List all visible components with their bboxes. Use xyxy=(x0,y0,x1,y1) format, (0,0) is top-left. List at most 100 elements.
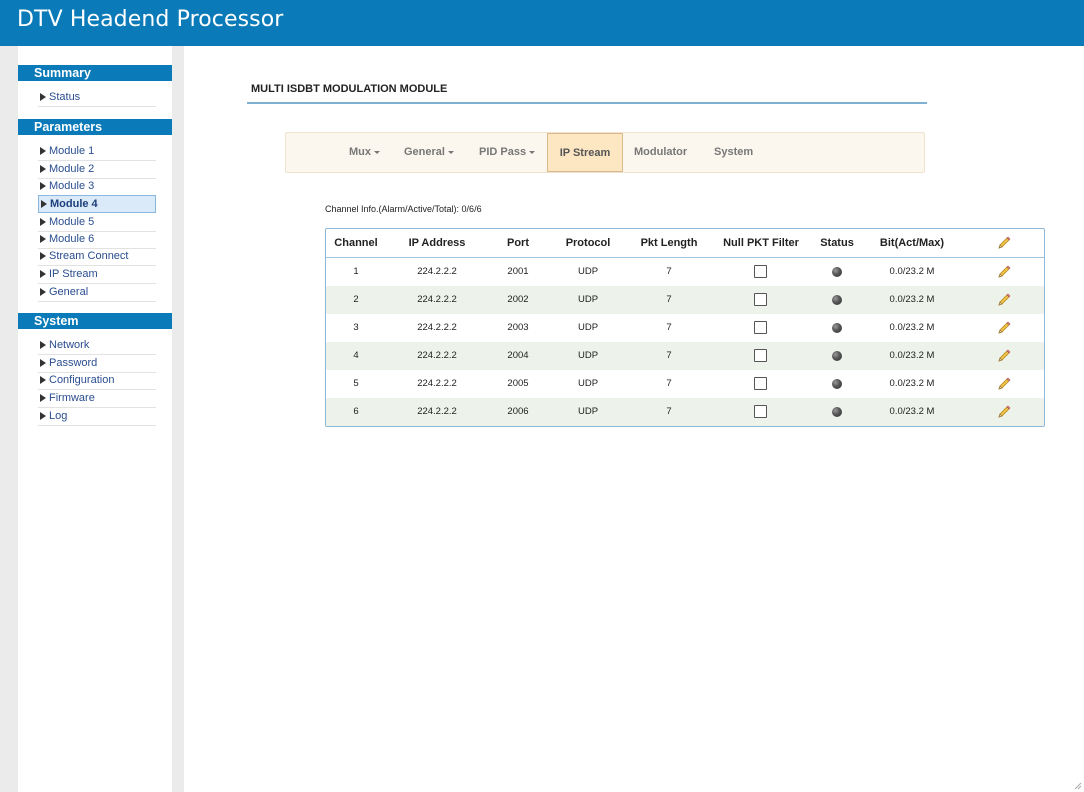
table-row: 5 224.2.2.2 2005 UDP 7 0.0/23.2 M xyxy=(326,370,1044,398)
edit-pencil-icon[interactable] xyxy=(997,321,1011,335)
sidebar-item-label: Password xyxy=(49,357,98,369)
sidebar-item-label: Firmware xyxy=(49,392,95,404)
app-title: DTV Headend Processor xyxy=(17,7,284,32)
cell-ip: 224.2.2.2 xyxy=(417,322,457,333)
cell-bit: 0.0/23.2 M xyxy=(889,406,935,417)
tab-label: Modulator xyxy=(634,146,688,158)
edit-pencil-icon[interactable] xyxy=(997,265,1011,279)
tab-label: Mux xyxy=(349,146,371,158)
tab-pid-pass[interactable]: PID Pass xyxy=(479,133,536,172)
edit-pencil-icon[interactable] xyxy=(997,377,1011,391)
sidebar-item-label: Module 3 xyxy=(49,180,95,192)
title-divider xyxy=(247,102,927,104)
cell-bit: 0.0/23.2 M xyxy=(889,322,935,333)
cell-pkt-length: 7 xyxy=(666,294,672,305)
tab-modulator[interactable]: Modulator xyxy=(634,133,687,172)
sidebar-item-module-6[interactable]: Module 6 xyxy=(38,231,156,249)
triangle-right-icon xyxy=(40,93,46,101)
col-channel-header: Channel xyxy=(334,237,378,249)
edit-pencil-icon[interactable] xyxy=(997,293,1011,307)
cell-channel: 6 xyxy=(353,406,359,417)
pencil-icon[interactable] xyxy=(997,236,1011,250)
null-pkt-filter-checkbox[interactable] xyxy=(754,293,767,306)
cell-protocol: UDP xyxy=(577,378,599,389)
status-indicator-icon xyxy=(832,407,842,417)
table-header-row: Channel IP Address Port Protocol Pkt Length N… xyxy=(326,229,1044,258)
table-row: 2 224.2.2.2 2002 UDP 7 0.0/23.2 M xyxy=(326,286,1044,314)
cell-bit: 0.0/23.2 M xyxy=(889,294,935,305)
sidebar-item-status[interactable]: Status xyxy=(38,89,156,107)
null-pkt-filter-checkbox[interactable] xyxy=(754,265,767,278)
tab-label: System xyxy=(714,146,754,158)
col-null-pkt-filter-header: Null PKT Filter xyxy=(723,237,799,249)
sidebar-item-general[interactable]: General xyxy=(38,284,156,302)
sidebar-item-label: Stream Connect xyxy=(49,250,129,262)
triangle-right-icon xyxy=(40,182,46,190)
caret-down-icon xyxy=(529,150,536,154)
sidebar: Summary Status Parameters Module 1 Module 2 M… xyxy=(18,46,172,792)
status-indicator-icon xyxy=(832,351,842,361)
col-ip-address-header: IP Address xyxy=(408,237,466,249)
edit-pencil-icon[interactable] xyxy=(997,349,1011,363)
cell-pkt-length: 7 xyxy=(666,266,672,277)
triangle-right-icon xyxy=(40,341,46,349)
cell-pkt-length: 7 xyxy=(666,350,672,361)
tab-mux[interactable]: Mux xyxy=(349,133,380,172)
sidebar-item-module-1[interactable]: Module 1 xyxy=(38,143,156,161)
sidebar-item-label: Module 4 xyxy=(50,198,98,210)
cell-bit: 0.0/23.2 M xyxy=(889,350,935,361)
table-row: 6 224.2.2.2 2006 UDP 7 0.0/23.2 M xyxy=(326,398,1044,426)
cell-protocol: UDP xyxy=(577,294,599,305)
null-pkt-filter-checkbox[interactable] xyxy=(754,349,767,362)
tab-general[interactable]: General xyxy=(404,133,454,172)
triangle-right-icon xyxy=(40,165,46,173)
col-protocol-header: Protocol xyxy=(565,237,611,249)
null-pkt-filter-checkbox[interactable] xyxy=(754,405,767,418)
cell-protocol: UDP xyxy=(577,406,599,417)
table-row: 1 224.2.2.2 2001 UDP 7 0.0/23.2 M xyxy=(326,258,1044,286)
sidebar-item-module-5[interactable]: Module 5 xyxy=(38,214,156,232)
sidebar-item-label: Status xyxy=(49,91,81,103)
status-indicator-icon xyxy=(832,295,842,305)
cell-pkt-length: 7 xyxy=(666,378,672,389)
sidebar-item-stream-connect[interactable]: Stream Connect xyxy=(38,248,156,266)
col-bit-header: Bit(Act/Max) xyxy=(879,237,945,249)
cell-protocol: UDP xyxy=(577,266,599,277)
tab-system[interactable]: System xyxy=(714,133,753,172)
cell-channel: 5 xyxy=(353,378,359,389)
cell-channel: 4 xyxy=(353,350,359,361)
sidebar-item-module-3[interactable]: Module 3 xyxy=(38,178,156,196)
null-pkt-filter-checkbox[interactable] xyxy=(754,377,767,390)
sidebar-item-configuration[interactable]: Configuration xyxy=(38,372,156,390)
sidebar-section-parameters: Parameters xyxy=(18,119,172,135)
sidebar-item-firmware[interactable]: Firmware xyxy=(38,390,156,408)
cell-port: 2006 xyxy=(507,406,529,417)
sidebar-item-log[interactable]: Log xyxy=(38,408,156,426)
tab-label: General xyxy=(404,146,445,158)
sidebar-item-module-2[interactable]: Module 2 xyxy=(38,161,156,179)
sidebar-item-module-4[interactable]: Module 4 xyxy=(38,195,156,213)
triangle-right-icon xyxy=(40,394,46,402)
tab-bar: Mux General PID Pass IP Stream Modulator Syst… xyxy=(285,132,925,173)
sidebar-item-network[interactable]: Network xyxy=(38,337,156,355)
tab-ip-stream[interactable]: IP Stream xyxy=(547,133,623,172)
sidebar-item-label: Module 6 xyxy=(49,233,95,245)
sidebar-item-password[interactable]: Password xyxy=(38,355,156,373)
app-header: DTV Headend Processor xyxy=(0,0,1084,46)
sidebar-section-summary: Summary xyxy=(18,65,172,81)
resize-grip-icon[interactable] xyxy=(1072,780,1082,790)
caret-down-icon xyxy=(374,150,380,154)
cell-channel: 1 xyxy=(353,266,359,277)
main-content: MULTI ISDBT MODULATION MODULE Mux General… xyxy=(184,46,1084,792)
cell-protocol: UDP xyxy=(577,350,599,361)
cell-pkt-length: 7 xyxy=(666,406,672,417)
sidebar-item-ip-stream[interactable]: IP Stream xyxy=(38,266,156,284)
cell-port: 2004 xyxy=(507,350,529,361)
edit-pencil-icon[interactable] xyxy=(997,405,1011,419)
null-pkt-filter-checkbox[interactable] xyxy=(754,321,767,334)
cell-ip: 224.2.2.2 xyxy=(417,406,457,417)
cell-channel: 3 xyxy=(353,322,359,333)
caret-down-icon xyxy=(447,150,454,154)
triangle-right-icon xyxy=(40,270,46,278)
triangle-right-icon xyxy=(40,359,46,367)
